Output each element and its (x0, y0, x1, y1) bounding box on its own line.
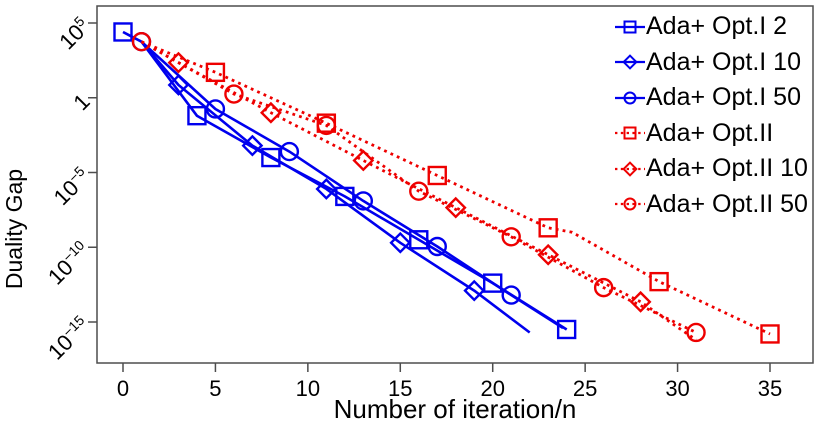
legend-entry: Ada+ Opt.II (615, 116, 808, 152)
legend-entry-label: Ada+ Opt.II (646, 118, 774, 147)
circle-marker-icon (316, 115, 337, 136)
circle-marker-icon (205, 99, 226, 119)
series-ada-opt-ii-10 (140, 40, 697, 342)
axes (88, 5, 814, 372)
series-group (113, 22, 780, 344)
x-tick-label: 20 (480, 376, 505, 401)
x-tick-label: 15 (388, 376, 413, 401)
square-marker-icon (623, 126, 637, 140)
legend-entry: Ada+ Opt.I 10 (615, 45, 808, 81)
diamond-marker-icon (241, 134, 264, 157)
circle-marker-icon (686, 322, 706, 343)
x-axis-label: Number of iteration/n (333, 394, 577, 424)
square-marker-icon (187, 105, 207, 126)
legend-entry: Ada+ Opt.I 50 (615, 80, 808, 116)
diamond-marker-icon (622, 54, 638, 71)
diamond-marker-icon (444, 196, 467, 219)
legend-entry-label: Ada+ Opt.II 10 (646, 154, 808, 183)
circle-marker-icon (279, 141, 300, 162)
circle-marker-icon (409, 181, 429, 201)
diamond-marker-icon (537, 243, 560, 266)
circle-marker-icon (224, 84, 244, 104)
legend-marker (615, 160, 645, 177)
series-line (140, 40, 697, 342)
square-marker-icon (623, 20, 637, 34)
square-marker-icon (538, 218, 558, 238)
plot-border (96, 5, 814, 364)
legend-entry: Ada+ Opt.I 2 (615, 9, 808, 45)
series-line (140, 40, 771, 336)
circle-marker-icon (353, 191, 374, 211)
square-marker-icon (649, 271, 669, 292)
legend-marker (615, 197, 645, 211)
legend-marker (615, 126, 645, 140)
series-line (140, 40, 564, 330)
legend-marker (615, 54, 645, 71)
circle-marker-icon (501, 227, 521, 247)
square-marker-icon (205, 62, 226, 83)
square-marker-icon (483, 273, 503, 293)
x-tick-label: 10 (295, 376, 321, 401)
circle-marker-icon (623, 91, 637, 105)
diamond-marker-icon (167, 51, 190, 74)
diamond-marker-icon (315, 178, 338, 200)
legend-entry: Ada+ Opt.II 50 (615, 187, 808, 223)
square-marker-icon (261, 147, 281, 168)
circle-marker-icon (131, 31, 152, 52)
diamond-marker-icon (352, 149, 375, 172)
x-tick-label: 25 (572, 376, 598, 401)
series-line (140, 40, 531, 334)
series-ada-opt-i-50 (131, 31, 564, 330)
square-marker-icon (556, 319, 577, 340)
diamond-marker-icon (389, 231, 412, 254)
legend-marker (615, 20, 645, 34)
circle-marker-icon (501, 285, 521, 305)
circle-marker-icon (427, 236, 447, 257)
diamond-marker-icon (463, 279, 486, 302)
x-tick-label: 5 (209, 376, 222, 401)
series-ada-opt-ii (140, 40, 780, 344)
legend-entry-label: Ada+ Opt.I 2 (646, 12, 788, 41)
x-tick-label: 30 (665, 376, 690, 401)
circle-marker-icon (593, 277, 614, 298)
legend-entry-label: Ada+ Opt.I 10 (646, 47, 801, 76)
square-marker-icon (427, 165, 447, 186)
x-tick-label: 0 (116, 376, 130, 401)
legend: Ada+ Opt.I 2 Ada+ Opt.I 10 Ada+ Opt.I 50 Ad… (615, 9, 808, 222)
circle-marker-icon (623, 197, 637, 211)
square-marker-icon (113, 22, 133, 42)
diamond-marker-icon (622, 160, 638, 177)
legend-entry-label: Ada+ Opt.II 50 (646, 189, 808, 218)
diamond-marker-icon (259, 101, 282, 124)
series-line (140, 40, 697, 334)
legend-marker (615, 91, 645, 105)
series-ada-opt-ii-50 (131, 31, 706, 343)
x-tick-label: 35 (757, 376, 783, 401)
legend-entry: Ada+ Opt.II 10 (615, 151, 808, 187)
y-axis-label: Duality Gap (1, 168, 27, 290)
square-marker-icon (760, 324, 780, 344)
diamond-marker-icon (629, 290, 652, 313)
legend-entry-label: Ada+ Opt.I 50 (646, 83, 801, 112)
